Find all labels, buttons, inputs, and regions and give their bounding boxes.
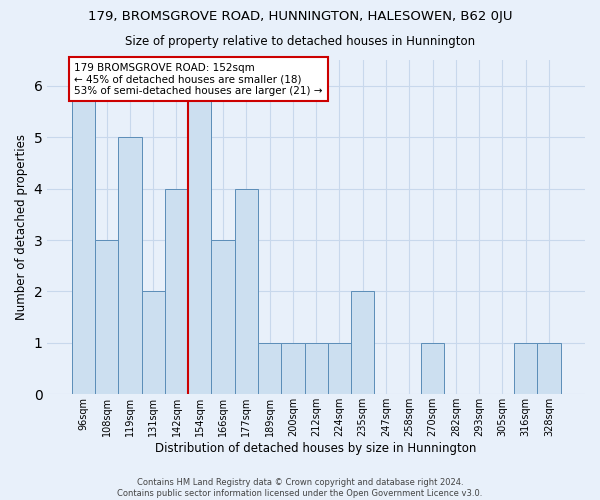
Bar	[537, 343, 560, 394]
Text: 179, BROMSGROVE ROAD, HUNNINGTON, HALESOWEN, B62 0JU: 179, BROMSGROVE ROAD, HUNNINGTON, HALESO…	[88, 10, 512, 23]
Bar	[351, 292, 374, 395]
Bar	[235, 188, 258, 394]
Bar	[514, 343, 537, 394]
X-axis label: Distribution of detached houses by size in Hunnington: Distribution of detached houses by size …	[155, 442, 477, 455]
Bar	[95, 240, 118, 394]
Bar	[165, 188, 188, 394]
Bar	[421, 343, 444, 394]
Bar	[142, 292, 165, 395]
Bar	[328, 343, 351, 394]
Bar	[305, 343, 328, 394]
Text: Size of property relative to detached houses in Hunnington: Size of property relative to detached ho…	[125, 35, 475, 48]
Bar	[72, 86, 95, 394]
Bar	[258, 343, 281, 394]
Y-axis label: Number of detached properties: Number of detached properties	[15, 134, 28, 320]
Bar	[211, 240, 235, 394]
Text: 179 BROMSGROVE ROAD: 152sqm
← 45% of detached houses are smaller (18)
53% of sem: 179 BROMSGROVE ROAD: 152sqm ← 45% of det…	[74, 62, 323, 96]
Bar	[281, 343, 305, 394]
Bar	[118, 137, 142, 394]
Text: Contains HM Land Registry data © Crown copyright and database right 2024.
Contai: Contains HM Land Registry data © Crown c…	[118, 478, 482, 498]
Bar	[188, 86, 211, 394]
